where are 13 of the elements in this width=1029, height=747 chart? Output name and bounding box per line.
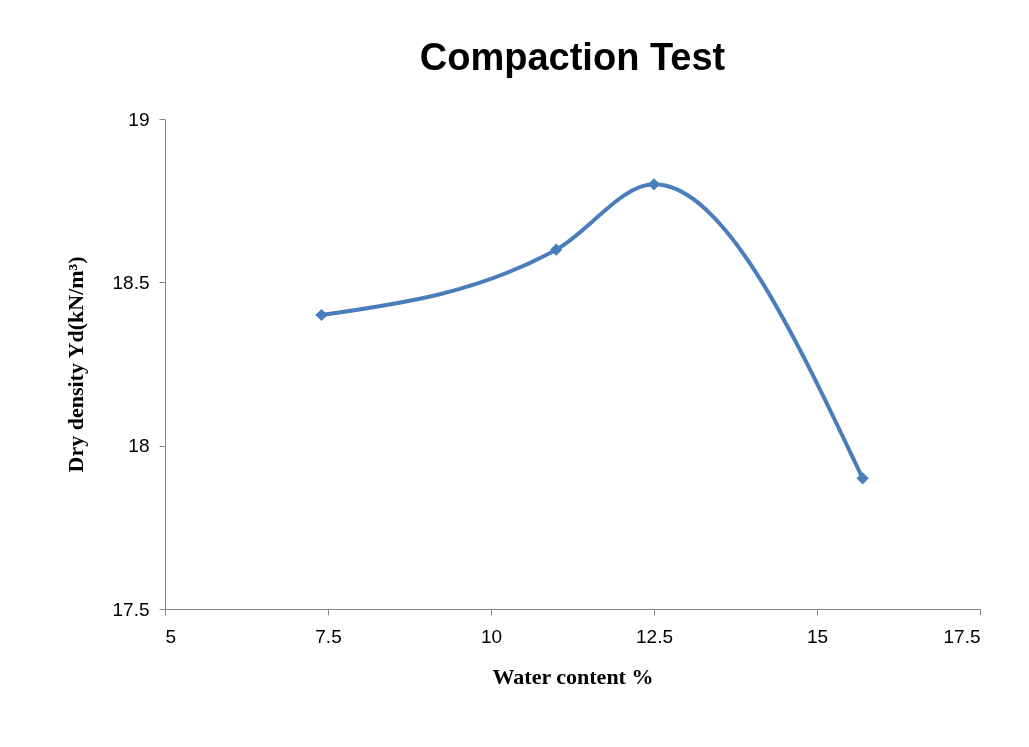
chart-title: Compaction Test: [419, 36, 726, 78]
x-tick-label: 15: [806, 625, 829, 647]
y-tick-label: 18: [128, 435, 150, 457]
x-axis-title: Water content %: [492, 663, 654, 689]
y-tick-label: 17.5: [112, 598, 150, 620]
y-axis-title: Dry density Yd(kN/m³): [62, 256, 88, 473]
x-tick-label: 10: [480, 625, 503, 647]
x-tick-label: 5: [165, 625, 177, 647]
y-tick-label: 18.5: [112, 271, 150, 293]
x-tick-label: 12.5: [636, 625, 673, 647]
x-tick-label: 7.5: [315, 625, 342, 647]
y-tick-label: 19: [128, 108, 150, 130]
x-tick-label: 17.5: [943, 625, 981, 647]
